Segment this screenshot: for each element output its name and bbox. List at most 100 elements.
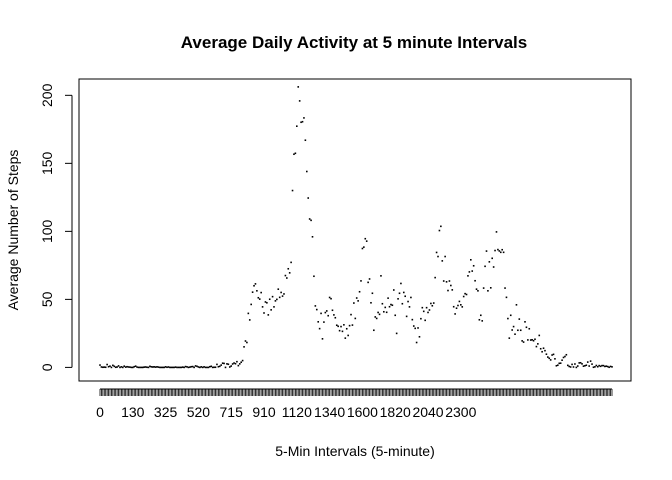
x-tick-label: 520 — [187, 404, 211, 420]
x-tick-label: 1600 — [347, 404, 378, 420]
data-point — [373, 329, 375, 332]
data-point — [293, 153, 295, 156]
data-point — [444, 255, 446, 258]
data-point — [411, 318, 414, 321]
data-point — [457, 304, 459, 307]
data-point — [306, 170, 308, 173]
data-point — [238, 363, 241, 365]
data-point — [585, 364, 588, 367]
data-point — [196, 365, 198, 368]
data-point — [353, 302, 355, 304]
data-point — [576, 365, 579, 367]
data-point — [161, 366, 164, 369]
y-tick-label: 100 — [39, 219, 55, 243]
x-axis-label: 5-Min Intervals (5-minute) — [275, 443, 435, 459]
data-point — [381, 302, 384, 305]
data-point — [271, 295, 274, 298]
data-point — [402, 291, 405, 294]
data-point — [337, 325, 339, 328]
data-point — [602, 364, 605, 367]
data-point — [564, 355, 566, 358]
data-point — [397, 298, 399, 300]
data-point — [331, 309, 334, 312]
data-point — [518, 318, 521, 320]
data-point — [465, 293, 468, 296]
data-point — [395, 332, 398, 335]
data-point — [586, 361, 589, 363]
data-point — [231, 363, 234, 365]
data-point — [355, 297, 358, 299]
data-point — [509, 314, 512, 317]
data-point — [294, 152, 297, 155]
data-point — [551, 354, 553, 356]
data-point — [307, 197, 310, 199]
data-point — [297, 86, 300, 88]
data-point — [187, 366, 190, 369]
data-point — [163, 366, 165, 369]
data-point — [107, 365, 110, 368]
data-point — [472, 264, 475, 267]
data-point — [451, 289, 454, 291]
x-tick-label: 1120 — [282, 404, 312, 420]
data-point — [318, 327, 321, 330]
data-point — [103, 366, 106, 368]
data-point — [219, 365, 221, 368]
data-point — [109, 365, 111, 367]
data-point — [150, 366, 153, 368]
data-point — [568, 365, 571, 368]
data-point — [408, 306, 411, 308]
data-point — [582, 365, 585, 367]
data-point — [204, 366, 207, 369]
data-point — [545, 353, 548, 355]
data-point — [314, 305, 317, 307]
data-point — [489, 287, 492, 289]
data-point — [226, 363, 228, 365]
data-point — [521, 340, 523, 342]
data-point — [358, 290, 361, 293]
data-point — [171, 366, 174, 369]
data-point — [458, 300, 461, 303]
data-point — [392, 289, 395, 291]
data-point — [287, 267, 290, 270]
data-point — [236, 360, 238, 363]
data-point — [584, 364, 586, 367]
data-point — [517, 329, 519, 332]
data-point — [286, 277, 288, 279]
data-point — [571, 363, 573, 366]
data-point — [511, 329, 513, 331]
data-point — [227, 363, 230, 366]
data-point — [141, 366, 144, 369]
data-point — [209, 365, 211, 368]
data-point — [378, 313, 381, 316]
data-point — [99, 364, 101, 366]
data-point — [181, 366, 184, 368]
data-point — [214, 366, 217, 369]
data-point — [470, 258, 472, 261]
data-point — [598, 364, 600, 367]
data-point — [431, 304, 434, 307]
data-point — [167, 366, 170, 368]
data-point — [447, 289, 449, 292]
data-point — [452, 305, 455, 308]
data-point — [320, 312, 322, 315]
data-point — [120, 366, 123, 368]
x-tick-label: 2300 — [445, 404, 476, 420]
data-point — [126, 365, 128, 368]
data-point — [380, 275, 382, 277]
data-point — [434, 276, 436, 279]
x-tick-label: 910 — [252, 404, 276, 420]
data-point — [343, 324, 345, 326]
data-point — [264, 301, 267, 303]
data-point — [537, 343, 539, 345]
data-point — [169, 366, 171, 369]
data-point — [116, 366, 118, 368]
data-point — [532, 339, 535, 342]
data-point — [146, 366, 148, 369]
data-point — [184, 365, 187, 368]
data-point — [502, 251, 505, 254]
data-point — [114, 366, 117, 369]
data-point — [515, 304, 518, 306]
data-point — [123, 365, 126, 367]
data-point — [113, 365, 116, 368]
data-point — [344, 337, 347, 339]
